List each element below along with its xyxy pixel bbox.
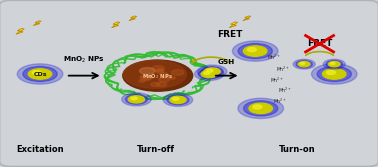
Circle shape (129, 96, 144, 103)
Text: Turn-on: Turn-on (279, 145, 316, 154)
Circle shape (299, 62, 310, 67)
Circle shape (140, 75, 152, 80)
Text: MnO$_2$ NPs: MnO$_2$ NPs (63, 55, 105, 65)
Circle shape (323, 59, 345, 69)
Circle shape (300, 62, 305, 64)
Circle shape (173, 98, 179, 100)
Polygon shape (243, 16, 251, 21)
Circle shape (170, 96, 186, 104)
Circle shape (293, 59, 315, 69)
Circle shape (326, 60, 342, 68)
Text: Turn-off: Turn-off (137, 145, 175, 154)
Circle shape (128, 96, 144, 103)
Circle shape (317, 66, 352, 82)
Text: CDs: CDs (33, 71, 47, 76)
Circle shape (201, 70, 217, 78)
Circle shape (123, 60, 193, 91)
Polygon shape (16, 29, 24, 34)
Circle shape (124, 60, 186, 88)
Circle shape (160, 73, 169, 76)
Circle shape (330, 62, 335, 64)
Circle shape (28, 69, 52, 79)
Circle shape (29, 69, 51, 79)
Circle shape (155, 69, 164, 72)
Text: Mn$^{2+}$: Mn$^{2+}$ (273, 97, 287, 107)
Circle shape (125, 95, 147, 104)
Circle shape (204, 68, 220, 75)
Circle shape (169, 76, 175, 79)
Polygon shape (129, 16, 137, 21)
Circle shape (152, 65, 164, 71)
Circle shape (323, 69, 346, 79)
Circle shape (150, 82, 160, 87)
Circle shape (232, 41, 278, 61)
Text: Mn$^{2+}$: Mn$^{2+}$ (270, 76, 284, 85)
Circle shape (195, 67, 224, 80)
Circle shape (131, 97, 137, 100)
Circle shape (162, 75, 169, 78)
Circle shape (248, 48, 256, 52)
Circle shape (158, 77, 169, 82)
Circle shape (253, 105, 262, 109)
Circle shape (156, 70, 164, 73)
Text: MnO$_2$ NPs: MnO$_2$ NPs (142, 72, 173, 81)
Circle shape (163, 93, 193, 106)
Circle shape (311, 64, 357, 84)
Circle shape (167, 95, 189, 105)
Circle shape (170, 97, 185, 103)
Circle shape (322, 69, 346, 79)
Text: FRET: FRET (217, 30, 242, 39)
Text: Excitation: Excitation (16, 145, 64, 154)
Circle shape (23, 66, 57, 82)
Circle shape (122, 93, 151, 106)
Polygon shape (229, 22, 238, 28)
Circle shape (201, 67, 223, 76)
Circle shape (249, 103, 272, 113)
Text: Mn$^{2+}$: Mn$^{2+}$ (276, 64, 290, 74)
Circle shape (205, 68, 220, 75)
Text: Mn$^{2+}$: Mn$^{2+}$ (277, 86, 292, 95)
Circle shape (139, 67, 155, 74)
Text: GSH: GSH (218, 59, 235, 65)
Circle shape (202, 71, 217, 77)
Circle shape (249, 103, 273, 114)
Circle shape (172, 70, 184, 75)
Circle shape (244, 46, 266, 56)
Circle shape (298, 62, 310, 67)
Circle shape (32, 70, 41, 74)
Circle shape (197, 65, 227, 78)
Circle shape (156, 82, 167, 87)
Circle shape (296, 60, 312, 68)
Circle shape (243, 46, 267, 56)
Polygon shape (112, 22, 120, 28)
Circle shape (329, 62, 340, 67)
Circle shape (207, 69, 213, 72)
Circle shape (139, 80, 145, 82)
Circle shape (198, 69, 220, 79)
Text: Mn$^{2+}$: Mn$^{2+}$ (266, 53, 280, 62)
Circle shape (144, 75, 152, 79)
Circle shape (244, 101, 278, 116)
Circle shape (327, 70, 335, 74)
Circle shape (238, 98, 284, 119)
Circle shape (204, 72, 210, 74)
Circle shape (238, 43, 272, 59)
Circle shape (328, 62, 340, 67)
Text: FRET: FRET (307, 39, 332, 48)
Circle shape (17, 64, 63, 84)
Circle shape (141, 75, 151, 79)
Polygon shape (33, 21, 41, 26)
